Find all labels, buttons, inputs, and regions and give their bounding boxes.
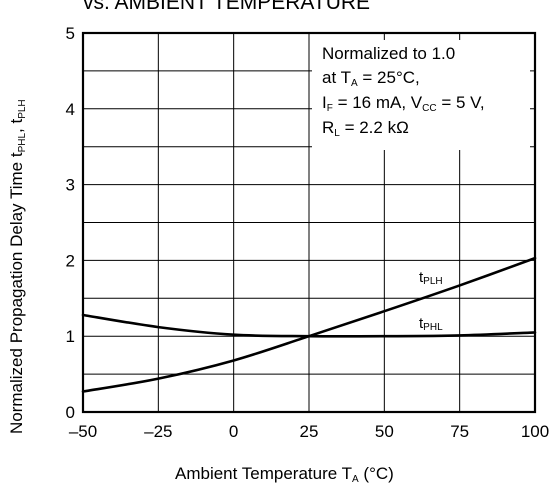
y-tick-label: 5 [66, 24, 75, 43]
x-axis-title-sub: A [352, 474, 359, 485]
y-tick-label: 0 [66, 403, 75, 422]
annotation-line-3: IF = 16 mA, VCC = 5 V, [322, 93, 485, 114]
x-tick-label: 25 [300, 422, 319, 441]
x-tick-label: 0 [229, 422, 238, 441]
x-tick-label: 50 [375, 422, 394, 441]
x-axis-title-main: Ambient Temperature T [175, 464, 352, 483]
y-axis-title-mid: , t [7, 119, 26, 133]
y-axis-title-sub-phl: PHL [17, 133, 28, 153]
y-tick-label: 4 [66, 100, 75, 119]
chart-title: vs. AMBIENT TEMPERATURE [83, 0, 370, 14]
series-label-tplh: tPLH [419, 269, 443, 287]
tick-labels: –50 –25 0 25 50 75 100 0 1 2 3 4 5 [66, 24, 550, 441]
series-line-tphl [81, 313, 537, 338]
y-tick-label: 1 [66, 327, 75, 346]
x-tick-label: 75 [450, 422, 469, 441]
x-axis-title: Ambient Temperature TA (°C) [175, 464, 394, 485]
x-tick-label: 100 [521, 422, 549, 441]
x-tick-label: –25 [144, 422, 172, 441]
annotation-line-1: Normalized to 1.0 [322, 44, 455, 63]
annotation-line-4: RL = 2.2 kΩ [322, 118, 409, 139]
annotation-background [312, 40, 530, 150]
annotation-box: Normalized to 1.0 at TA = 25°C, IF = 16 … [312, 40, 530, 150]
y-axis-title-sub-plh: PLH [17, 99, 28, 118]
series-label-tphl: tPHL [419, 315, 443, 333]
y-axis-title: Normalized Propagation Delay Time tPHL, … [7, 99, 28, 434]
plot-frame [81, 31, 537, 414]
series-lines [81, 256, 537, 393]
x-tick-label: –50 [69, 422, 97, 441]
annotation-line-2: at TA = 25°C, [322, 68, 420, 89]
y-tick-label: 3 [66, 176, 75, 195]
x-axis-title-suffix: (°C) [359, 464, 394, 483]
svg-text:Normalized Propagation Delay T: Normalized Propagation Delay Time tPHL, … [7, 99, 28, 434]
y-axis-title-main: Normalized Propagation Delay Time t [7, 152, 26, 434]
y-tick-label: 2 [66, 251, 75, 270]
